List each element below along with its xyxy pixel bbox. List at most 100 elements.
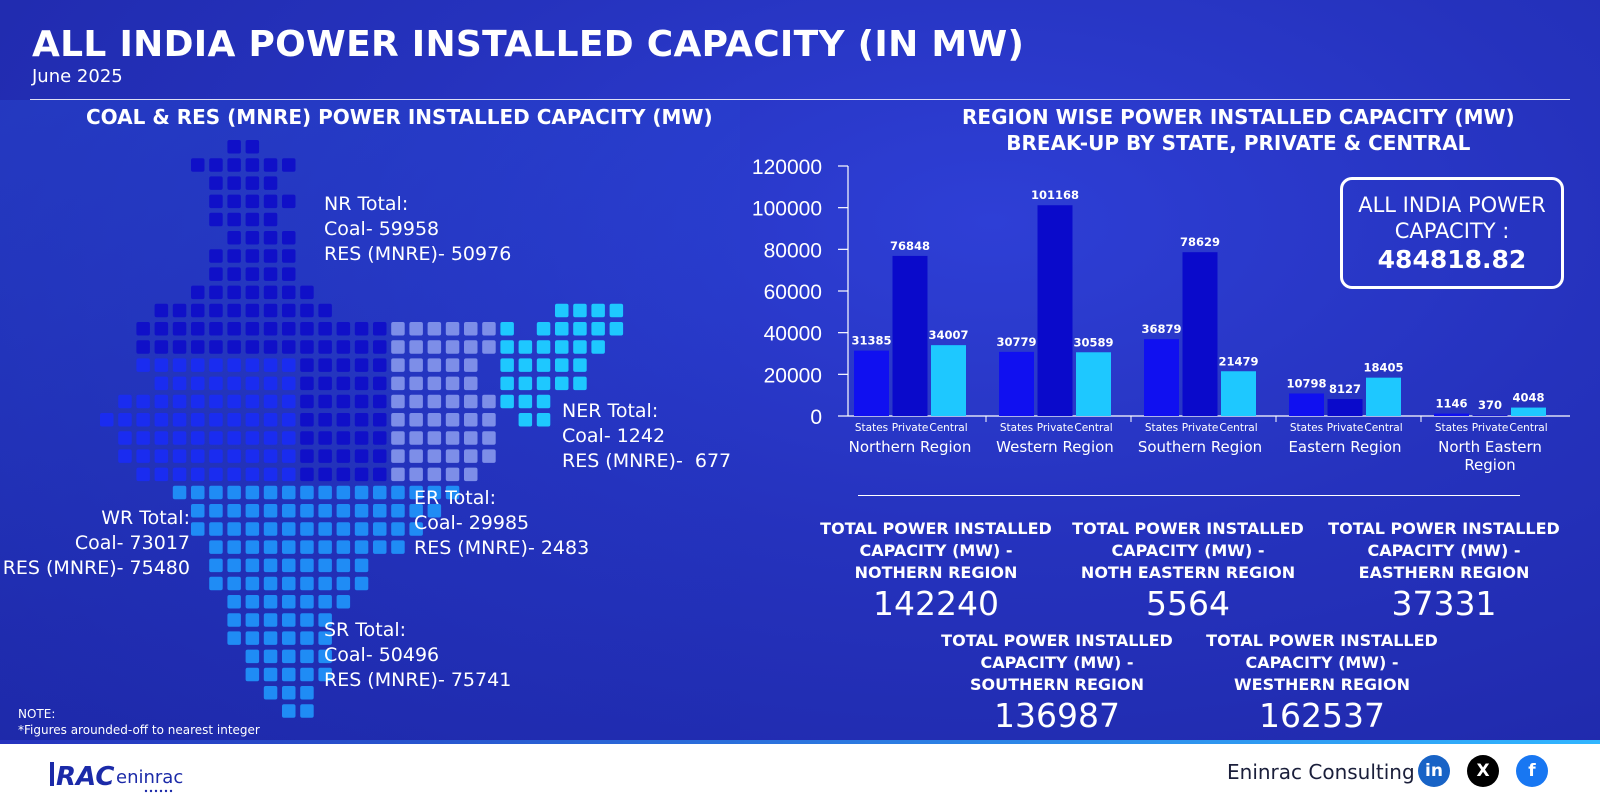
map-dot — [500, 340, 514, 354]
map-dot — [263, 322, 278, 336]
map-dot — [482, 413, 496, 427]
map-dot — [336, 340, 351, 354]
map-dot — [263, 231, 278, 245]
map-dot — [354, 322, 369, 336]
chart-title-line: REGION WISE POWER INSTALLED CAPACITY (MW… — [962, 105, 1515, 129]
total-label-line: EASTHERN REGION — [1358, 563, 1530, 582]
map-dot — [300, 394, 314, 409]
map-dot — [282, 631, 296, 645]
map-dot — [136, 358, 150, 372]
map-dot — [263, 285, 278, 300]
map-dot — [263, 249, 278, 263]
category-label: Western Region — [996, 438, 1114, 456]
map-dot — [300, 613, 314, 627]
map-section-title: COAL & RES (MNRE) POWER INSTALLED CAPACI… — [86, 105, 713, 129]
map-dot — [263, 358, 278, 372]
map-dot — [136, 413, 150, 427]
ner-label-line: RES (MNRE)- 677 — [562, 450, 732, 472]
map-dot — [209, 322, 223, 336]
map-dot — [336, 449, 351, 463]
bar-data-label: 31385 — [851, 334, 891, 348]
map-dot — [536, 413, 551, 427]
page-subtitle: June 2025 — [32, 66, 123, 87]
map-dot — [154, 322, 169, 336]
series-tick-label: States — [855, 422, 888, 434]
map-dot — [227, 631, 241, 645]
total-label-line: TOTAL POWER INSTALLED — [1072, 519, 1304, 538]
map-dot — [191, 449, 205, 463]
map-dot — [154, 303, 169, 318]
logo-word: eninrac — [116, 767, 183, 788]
footer-accent-strip — [0, 740, 1600, 744]
series-tick-label: Private — [1037, 422, 1074, 434]
bar-data-label: 101168 — [1031, 188, 1079, 202]
map-dot — [300, 686, 314, 700]
bar-data-label: 30779 — [996, 335, 1036, 349]
map-dot — [354, 376, 369, 391]
map-dot — [172, 449, 187, 463]
map-dot — [282, 504, 296, 518]
total-label-line: NOTHERN REGION — [854, 563, 1018, 582]
map-dot — [555, 358, 569, 372]
map-dot — [464, 322, 478, 336]
x-icon[interactable]: X — [1467, 755, 1499, 787]
bar-private — [892, 255, 928, 416]
map-dot — [500, 394, 514, 409]
map-dot — [263, 576, 278, 591]
series-tick-label: States — [1435, 422, 1468, 434]
map-dot — [191, 485, 205, 500]
map-dot — [373, 540, 387, 554]
map-dot — [518, 340, 533, 354]
sr-label-line: RES (MNRE)- 75741 — [324, 669, 512, 691]
series-tick-label: Private — [892, 422, 929, 434]
map-dot — [318, 485, 332, 500]
map-dot — [263, 176, 278, 190]
map-dot — [227, 267, 241, 281]
map-dot — [373, 376, 387, 391]
map-dot — [227, 522, 241, 536]
map-dot — [318, 649, 332, 664]
map-dot — [209, 176, 223, 190]
map-dot — [263, 449, 278, 463]
nr-label-line: Coal- 59958 — [324, 218, 440, 240]
map-dot — [445, 394, 460, 409]
map-dot — [209, 431, 223, 445]
map-dot — [227, 485, 241, 500]
bar-data-label: 34007 — [928, 328, 968, 342]
map-dot — [427, 413, 442, 427]
map-dot — [191, 431, 205, 445]
map-dot — [573, 303, 587, 318]
linkedin-icon[interactable]: in — [1418, 755, 1450, 787]
map-dot — [482, 449, 496, 463]
series-tick-label: Private — [1182, 422, 1219, 434]
map-dot — [282, 231, 296, 245]
map-dot — [227, 212, 241, 227]
map-dot — [154, 340, 169, 354]
map-dot — [282, 303, 296, 318]
map-dot — [336, 394, 351, 409]
header-divider — [30, 99, 1570, 100]
map-dot — [263, 504, 278, 518]
series-tick-label: Central — [1509, 422, 1547, 434]
map-dot — [263, 558, 278, 573]
map-dot — [354, 431, 369, 445]
map-dot — [227, 322, 241, 336]
map-dot — [282, 340, 296, 354]
bar-states — [999, 351, 1034, 416]
map-dot — [191, 376, 205, 391]
map-dot — [409, 485, 423, 500]
map-dot — [354, 522, 369, 536]
bar-data-label: 370 — [1478, 398, 1502, 412]
ner-label-line: NER Total: — [562, 400, 659, 422]
series-tick-label: Private — [1327, 422, 1364, 434]
facebook-icon[interactable]: f — [1516, 755, 1548, 787]
map-dot — [500, 376, 514, 391]
total-value: 142240 — [873, 584, 999, 623]
map-dot — [245, 504, 260, 518]
map-dot — [373, 431, 387, 445]
bar-data-label: 21479 — [1218, 354, 1258, 368]
bar-states — [854, 350, 889, 416]
total-label-line: TOTAL POWER INSTALLED — [820, 519, 1052, 538]
map-dot — [209, 267, 223, 281]
map-dot — [391, 449, 405, 463]
